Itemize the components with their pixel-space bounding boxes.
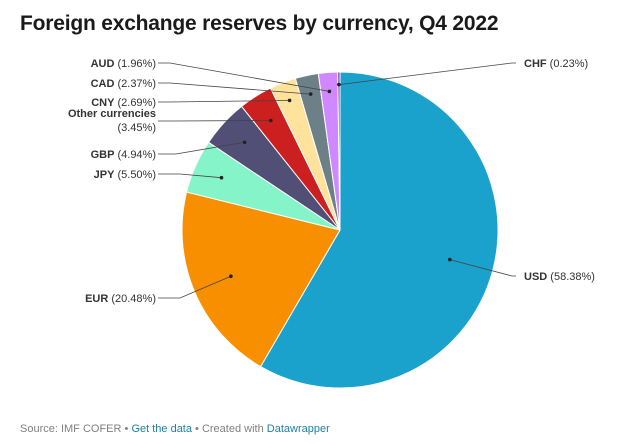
leader-dot-eur xyxy=(229,274,233,279)
label-eur: EUR (20.48%) xyxy=(85,293,156,305)
footer: Source: IMF COFER • Get the data • Creat… xyxy=(20,423,330,435)
label-aud: AUD (1.96%) xyxy=(91,58,156,70)
leader-dot-chf xyxy=(337,82,341,87)
label-chf: CHF (0.23%) xyxy=(524,58,588,70)
label-cny: CNY (2.69%) xyxy=(91,97,156,109)
leader-dot-gbp xyxy=(242,140,247,145)
datawrapper-link[interactable]: Datawrapper xyxy=(266,423,330,435)
get-the-data-link[interactable]: Get the data xyxy=(131,423,192,435)
source-note: Source: IMF COFER xyxy=(20,423,122,435)
leader-line-jpy xyxy=(158,173,222,179)
leader-dot-cny xyxy=(287,98,292,103)
created-with-text: • Created with xyxy=(191,423,267,435)
leader-line-chf xyxy=(338,62,516,85)
label-gbp: GBP (4.94%) xyxy=(91,149,156,161)
leader-line-gbp xyxy=(158,141,245,155)
pie-slices xyxy=(181,71,499,389)
pie-labels: USD (58.38%) EUR (20.48%) JPY (5.50%) GBP (… xyxy=(68,58,595,305)
slice-chf[interactable] xyxy=(337,71,341,231)
label-jpy: JPY (5.50%) xyxy=(94,169,156,181)
label-other-currencies: Other currencies (3.45%) xyxy=(68,108,156,134)
leader-line-cny xyxy=(158,100,290,103)
leader-dot-other-currencies xyxy=(269,118,273,123)
leader-line-usd xyxy=(449,259,516,277)
leader-dot-aud xyxy=(327,89,332,94)
leader-line-eur xyxy=(158,275,232,299)
label-usd: USD (58.38%) xyxy=(524,271,595,283)
leader-line-cad xyxy=(158,82,311,95)
leader-dot-cad xyxy=(308,92,313,96)
leader-line-aud xyxy=(158,62,330,92)
chart-title: Foreign exchange reserves by currency, Q… xyxy=(20,12,499,35)
label-cad: CAD (2.37%) xyxy=(91,78,156,90)
footer-separator: • xyxy=(121,423,132,435)
leader-dot-usd xyxy=(448,257,452,262)
leader-line-other-currencies xyxy=(158,120,271,122)
leader-dot-jpy xyxy=(219,175,224,180)
